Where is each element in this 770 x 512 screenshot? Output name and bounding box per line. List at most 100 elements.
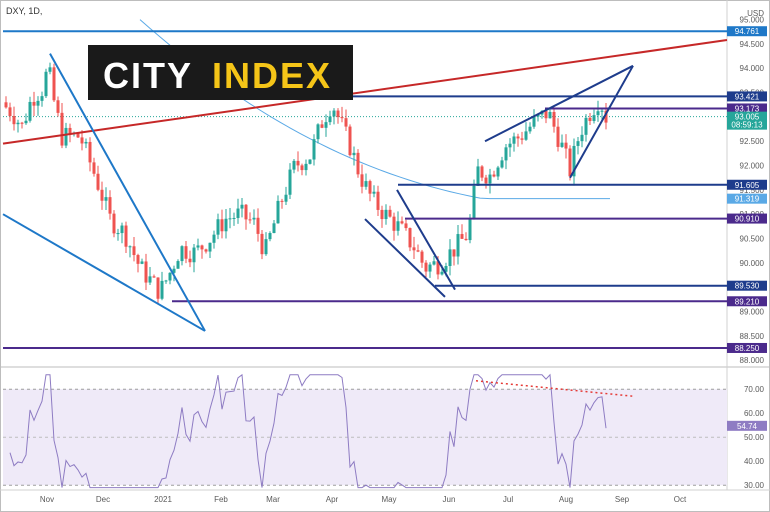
candle-body <box>344 118 348 127</box>
candle-body <box>140 261 144 264</box>
candle-body <box>428 264 432 272</box>
logo-word-city: CITY <box>103 55 193 96</box>
rising-wedge-lower <box>569 65 634 179</box>
level-tag-label: 89.210 <box>735 297 760 306</box>
candle-body <box>236 208 240 218</box>
candle-body <box>372 191 376 194</box>
candle-body <box>60 112 64 146</box>
rsi-line <box>9 373 607 489</box>
candle-body <box>248 219 252 221</box>
candle-body <box>164 280 168 282</box>
candle-body <box>592 115 596 121</box>
candle-body <box>304 163 308 171</box>
candle-body <box>76 133 80 138</box>
candle-body <box>20 122 24 124</box>
rsi-tick-label: 30.00 <box>744 481 765 490</box>
candle-body <box>420 251 424 263</box>
rsi-value-tag-bg <box>727 420 767 431</box>
last-price-countdown: 08:59:13 <box>731 121 763 130</box>
price-tick-label: 94.500 <box>740 40 765 49</box>
candle-body <box>472 185 476 219</box>
candle-body <box>144 261 148 283</box>
candle-body <box>556 126 560 147</box>
candle-body <box>596 111 600 116</box>
candle-body <box>256 217 260 234</box>
price-tick-label: 92.000 <box>740 162 765 171</box>
candle-body <box>396 221 400 231</box>
candle-body <box>180 246 184 262</box>
level-tag-bg <box>727 26 767 37</box>
rsi-tick-label: 70.00 <box>744 385 765 394</box>
time-tick-label: Jun <box>443 495 456 504</box>
candle-body <box>324 122 328 128</box>
candle-body <box>360 174 364 187</box>
candle-body <box>120 225 124 234</box>
level-tag-bg <box>727 103 767 114</box>
candle-body <box>444 266 448 272</box>
candle-body <box>172 268 176 273</box>
candle-body <box>504 147 508 161</box>
candle-body <box>192 247 196 263</box>
candle-body <box>424 262 428 272</box>
time-tick-label: Oct <box>674 495 687 504</box>
candle-body <box>600 110 604 112</box>
candle-body <box>384 209 388 220</box>
candle-body <box>568 148 572 177</box>
rsi-tick-label: 60.00 <box>744 409 765 418</box>
candle-body <box>492 174 496 177</box>
candle-body <box>468 218 472 241</box>
candle-body <box>512 136 516 144</box>
candle-body <box>340 117 344 119</box>
candle-body <box>188 258 192 263</box>
candle-body <box>276 200 280 224</box>
time-tick-label: Sep <box>615 495 630 504</box>
candle-body <box>548 111 552 119</box>
price-tick-label: 92.500 <box>740 137 765 146</box>
candle-body <box>100 189 104 201</box>
candle-body <box>288 169 292 195</box>
candle-body <box>452 249 456 257</box>
price-tick-label: 90.000 <box>740 259 765 268</box>
candle-body <box>152 276 156 278</box>
time-tick-label: May <box>381 495 396 504</box>
candle-body <box>280 200 284 202</box>
price-tick-label: 89.000 <box>740 307 765 316</box>
price-tick-label: 94.000 <box>740 64 765 73</box>
candle-body <box>520 138 524 140</box>
ma-tag-label: 91.319 <box>735 195 760 204</box>
candle-body <box>224 218 228 232</box>
rising-wedge-upper <box>484 64 634 143</box>
level-tag-label: 94.761 <box>735 27 760 36</box>
candle-body <box>412 247 416 251</box>
candle-body <box>108 197 112 214</box>
candle-body <box>136 255 140 264</box>
candle-body <box>408 228 412 248</box>
candle-body <box>204 249 208 252</box>
level-tag-bg <box>727 213 767 224</box>
price-tick-label: 95.000 <box>740 16 765 25</box>
time-tick-label: Apr <box>326 495 339 504</box>
candle-body <box>84 141 88 144</box>
candle-body <box>132 246 136 256</box>
candle-body <box>580 134 584 142</box>
candle-body <box>336 110 340 118</box>
time-tick-label: Dec <box>96 495 110 504</box>
candle-body <box>464 238 468 241</box>
candle-body <box>488 174 492 184</box>
candle-body <box>380 209 384 220</box>
candle-body <box>272 223 276 234</box>
time-tick-label: Jul <box>503 495 513 504</box>
candle-body <box>320 124 324 128</box>
currency-label: USD <box>747 9 764 18</box>
candle-body <box>56 100 60 113</box>
candle-body <box>508 143 512 148</box>
candle-body <box>516 136 520 139</box>
level-tag-bg <box>727 179 767 190</box>
candle-body <box>348 126 352 156</box>
price-tick-label: 91.500 <box>740 186 765 195</box>
candle-body <box>184 246 188 259</box>
candle-body <box>572 145 576 177</box>
candle-body <box>532 116 536 127</box>
candle-body <box>104 197 108 201</box>
